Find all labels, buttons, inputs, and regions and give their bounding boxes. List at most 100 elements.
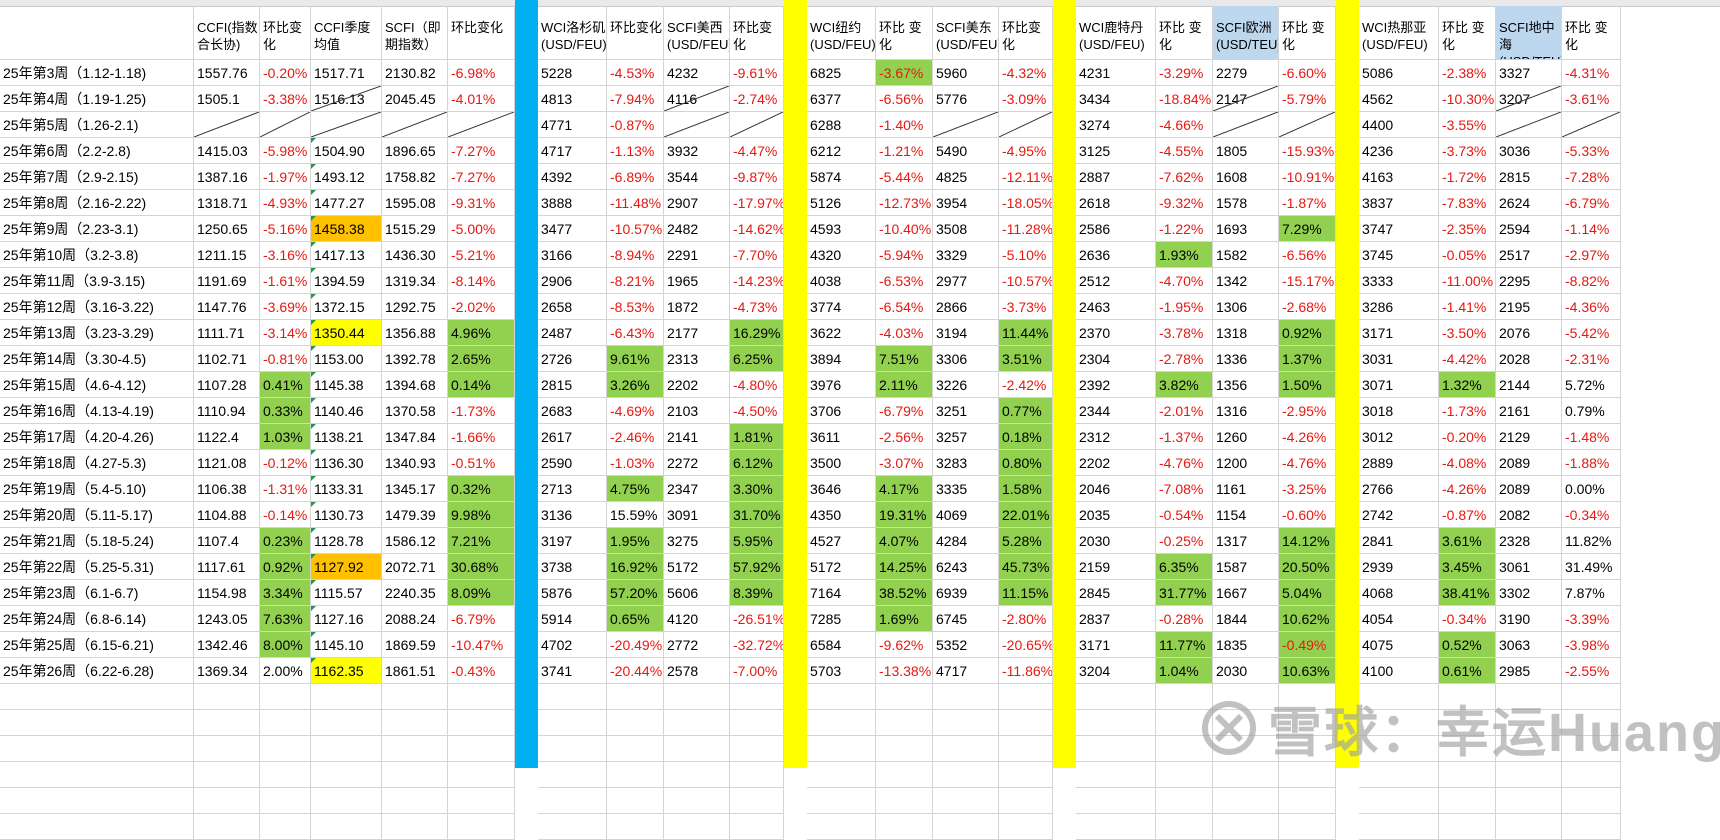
data-cell[interactable]: 2772 bbox=[664, 632, 730, 658]
empty-cell[interactable] bbox=[807, 736, 876, 762]
data-cell[interactable]: 2240.35 bbox=[382, 580, 448, 606]
column-header[interactable]: SCFI欧洲(USD/TEU) bbox=[1213, 6, 1279, 60]
data-cell[interactable]: -4.95% bbox=[999, 138, 1053, 164]
data-cell[interactable]: 2939 bbox=[1359, 554, 1439, 580]
data-cell[interactable]: -2.95% bbox=[1279, 398, 1336, 424]
empty-cell[interactable] bbox=[382, 736, 448, 762]
empty-cell[interactable] bbox=[0, 684, 194, 710]
week-label-cell[interactable]: 25年第15周（4.6-4.12) bbox=[0, 372, 194, 398]
data-cell[interactable]: -2.01% bbox=[1156, 398, 1213, 424]
data-cell[interactable]: 2370 bbox=[1076, 320, 1156, 346]
data-cell[interactable]: 1318.71 bbox=[194, 190, 260, 216]
data-cell[interactable]: 1.81% bbox=[730, 424, 784, 450]
data-cell[interactable]: 2617 bbox=[538, 424, 607, 450]
data-cell[interactable]: 1211.15 bbox=[194, 242, 260, 268]
empty-cell[interactable] bbox=[1562, 684, 1621, 710]
data-cell[interactable]: 1505.1 bbox=[194, 86, 260, 112]
data-cell[interactable]: 2030 bbox=[1076, 528, 1156, 554]
data-cell[interactable] bbox=[194, 112, 260, 138]
empty-cell[interactable] bbox=[999, 736, 1053, 762]
data-cell[interactable] bbox=[1496, 112, 1562, 138]
empty-cell[interactable] bbox=[933, 736, 999, 762]
empty-cell[interactable] bbox=[664, 684, 730, 710]
empty-cell[interactable] bbox=[1279, 736, 1336, 762]
data-cell[interactable]: -4.36% bbox=[1562, 294, 1621, 320]
data-cell[interactable]: 3976 bbox=[807, 372, 876, 398]
data-cell[interactable]: 1292.75 bbox=[382, 294, 448, 320]
data-cell[interactable]: -1.72% bbox=[1439, 164, 1496, 190]
data-cell[interactable]: 6377 bbox=[807, 86, 876, 112]
empty-cell[interactable] bbox=[1279, 710, 1336, 736]
data-cell[interactable]: 3738 bbox=[538, 554, 607, 580]
data-cell[interactable]: 1127.16 bbox=[311, 606, 382, 632]
data-cell[interactable]: 6212 bbox=[807, 138, 876, 164]
data-cell[interactable]: -1.31% bbox=[260, 476, 311, 502]
data-cell[interactable]: 3622 bbox=[807, 320, 876, 346]
empty-cell[interactable] bbox=[999, 684, 1053, 710]
data-cell[interactable]: 3837 bbox=[1359, 190, 1439, 216]
empty-cell[interactable] bbox=[260, 736, 311, 762]
data-cell[interactable]: -2.97% bbox=[1562, 242, 1621, 268]
data-cell[interactable]: -0.54% bbox=[1156, 502, 1213, 528]
data-cell[interactable]: -4.69% bbox=[607, 398, 664, 424]
data-cell[interactable]: 4.96% bbox=[448, 320, 515, 346]
data-cell[interactable]: -11.86% bbox=[999, 658, 1053, 684]
week-label-cell[interactable]: 25年第12周（3.16-3.22) bbox=[0, 294, 194, 320]
data-cell[interactable]: 4116 bbox=[664, 86, 730, 112]
empty-cell[interactable] bbox=[607, 736, 664, 762]
data-cell[interactable]: 0.18% bbox=[999, 424, 1053, 450]
empty-cell[interactable] bbox=[311, 736, 382, 762]
empty-cell[interactable] bbox=[1279, 788, 1336, 814]
data-cell[interactable]: 1350.44 bbox=[311, 320, 382, 346]
data-cell[interactable]: 2482 bbox=[664, 216, 730, 242]
data-cell[interactable]: 7.51% bbox=[876, 346, 933, 372]
empty-cell[interactable] bbox=[538, 710, 607, 736]
column-header[interactable]: SCFI（即期指数） bbox=[382, 6, 448, 60]
data-cell[interactable]: -9.32% bbox=[1156, 190, 1213, 216]
data-cell[interactable]: 4100 bbox=[1359, 658, 1439, 684]
data-cell[interactable]: 2618 bbox=[1076, 190, 1156, 216]
data-cell[interactable]: -0.43% bbox=[448, 658, 515, 684]
data-cell[interactable]: 2344 bbox=[1076, 398, 1156, 424]
data-cell[interactable]: 2487 bbox=[538, 320, 607, 346]
data-cell[interactable]: -5.44% bbox=[876, 164, 933, 190]
data-cell[interactable]: 3226 bbox=[933, 372, 999, 398]
data-cell[interactable]: 5876 bbox=[538, 580, 607, 606]
data-cell[interactable]: 2977 bbox=[933, 268, 999, 294]
empty-cell[interactable] bbox=[538, 736, 607, 762]
data-cell[interactable]: -3.78% bbox=[1156, 320, 1213, 346]
data-cell[interactable]: 2272 bbox=[664, 450, 730, 476]
data-cell[interactable]: 16.92% bbox=[607, 554, 664, 580]
empty-cell[interactable] bbox=[1279, 684, 1336, 710]
data-cell[interactable]: 1.04% bbox=[1156, 658, 1213, 684]
data-cell[interactable]: 2046 bbox=[1076, 476, 1156, 502]
data-cell[interactable]: 6288 bbox=[807, 112, 876, 138]
data-cell[interactable]: 4717 bbox=[538, 138, 607, 164]
data-cell[interactable]: -3.09% bbox=[999, 86, 1053, 112]
data-cell[interactable]: -1.73% bbox=[1439, 398, 1496, 424]
data-cell[interactable]: -3.69% bbox=[260, 294, 311, 320]
data-cell[interactable]: 7164 bbox=[807, 580, 876, 606]
data-cell[interactable]: 2129 bbox=[1496, 424, 1562, 450]
data-cell[interactable]: -4.76% bbox=[1156, 450, 1213, 476]
data-cell[interactable]: 1147.76 bbox=[194, 294, 260, 320]
data-cell[interactable]: 5126 bbox=[807, 190, 876, 216]
data-cell[interactable]: -3.61% bbox=[1562, 86, 1621, 112]
data-cell[interactable]: -0.34% bbox=[1562, 502, 1621, 528]
data-cell[interactable]: 4392 bbox=[538, 164, 607, 190]
column-header[interactable]: 环比 变化 bbox=[876, 6, 933, 60]
week-label-cell[interactable]: 25年第25周（6.15-6.21) bbox=[0, 632, 194, 658]
data-cell[interactable]: 1356.88 bbox=[382, 320, 448, 346]
data-cell[interactable]: -2.78% bbox=[1156, 346, 1213, 372]
data-cell[interactable]: 3646 bbox=[807, 476, 876, 502]
data-cell[interactable]: 2347 bbox=[664, 476, 730, 502]
data-cell[interactable]: 1370.58 bbox=[382, 398, 448, 424]
empty-cell[interactable] bbox=[1156, 684, 1213, 710]
data-cell[interactable]: -20.44% bbox=[607, 658, 664, 684]
data-cell[interactable]: -3.14% bbox=[260, 320, 311, 346]
week-label-cell[interactable]: 25年第6周（2.2-2.8) bbox=[0, 138, 194, 164]
data-cell[interactable]: 0.80% bbox=[999, 450, 1053, 476]
data-cell[interactable]: -4.32% bbox=[999, 60, 1053, 86]
data-cell[interactable]: -4.31% bbox=[1562, 60, 1621, 86]
data-cell[interactable]: 5352 bbox=[933, 632, 999, 658]
